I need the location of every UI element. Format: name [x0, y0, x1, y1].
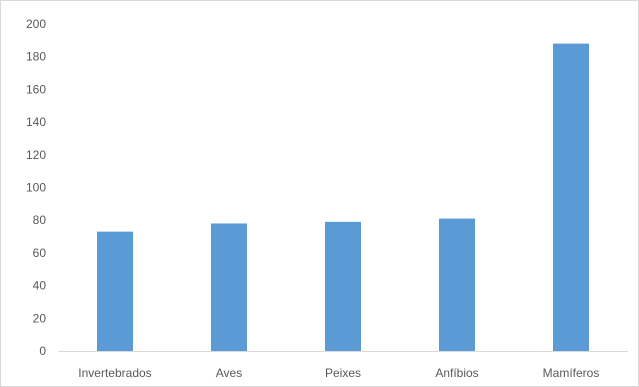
y-tick-label: 120	[26, 148, 46, 162]
bar-mamíferos	[553, 43, 589, 352]
x-tick-label: Aves	[216, 366, 242, 380]
bar-aves	[211, 223, 247, 351]
y-tick-label: 0	[39, 344, 46, 358]
bar-anfíbios	[439, 218, 475, 351]
bar-peixes	[325, 221, 361, 351]
x-tick-label: Mamíferos	[543, 366, 600, 380]
y-tick-label: 60	[33, 246, 47, 260]
y-tick-label: 200	[26, 17, 46, 31]
x-tick-label: Peixes	[325, 366, 361, 380]
y-tick-label: 20	[33, 311, 47, 325]
y-tick-label: 100	[26, 181, 46, 195]
bars	[97, 43, 589, 352]
x-tick-label: Anfíbios	[435, 366, 478, 380]
y-tick-label: 40	[33, 279, 47, 293]
y-tick-label: 180	[26, 50, 46, 64]
x-axis-ticks: Invertebrados Aves Peixes Anfíbios Mamíferos	[78, 366, 599, 380]
y-tick-label: 80	[33, 213, 47, 227]
y-tick-label: 160	[26, 82, 46, 96]
y-axis-ticks: 0 20 40 60 80 100 120 140 160 180 200	[26, 17, 46, 358]
bar-invertebrados	[97, 231, 133, 351]
y-tick-label: 140	[26, 115, 46, 129]
x-tick-label: Invertebrados	[78, 366, 151, 380]
